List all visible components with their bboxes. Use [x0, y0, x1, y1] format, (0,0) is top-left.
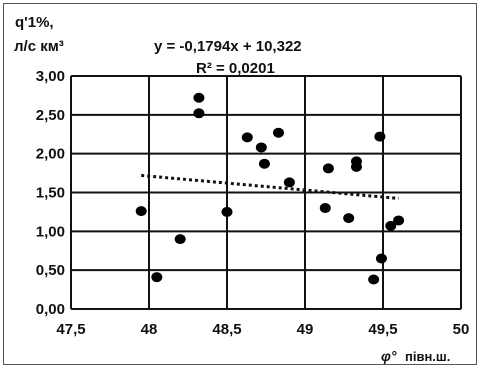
- y-tick-label: 2,50: [36, 107, 65, 124]
- data-point: [258, 158, 270, 169]
- chart-frame: [3, 3, 477, 365]
- grid: [71, 75, 462, 309]
- data-point: [322, 163, 334, 174]
- r-squared-label: R² = 0,0201: [196, 60, 275, 77]
- x-tick-label: 48,5: [212, 321, 241, 338]
- y-tick-label: 0,00: [36, 301, 65, 318]
- data-point: [151, 272, 163, 283]
- data-point: [319, 203, 331, 214]
- data-point: [135, 206, 147, 217]
- data-points: [135, 92, 405, 285]
- x-tick-labels: 47,5 48 48,5 49 49,5 50: [56, 321, 469, 338]
- data-point: [283, 177, 295, 188]
- data-point: [374, 131, 386, 142]
- y-tick-label: 2,00: [36, 146, 65, 163]
- data-point: [193, 92, 205, 103]
- trendline-group: [141, 173, 399, 200]
- x-axis-label-symbol: φ°: [381, 348, 397, 364]
- data-point: [272, 127, 284, 138]
- data-point: [350, 161, 362, 172]
- y-tick-label: 1,50: [36, 185, 65, 202]
- x-tick-label: 49,5: [368, 321, 397, 338]
- data-point: [174, 234, 186, 245]
- data-point: [343, 213, 355, 224]
- x-tick-label: 48: [141, 321, 158, 338]
- x-tick-label: 50: [453, 321, 470, 338]
- data-point: [375, 253, 387, 264]
- trendline: [141, 173, 399, 200]
- data-point: [221, 206, 233, 217]
- data-point: [241, 132, 253, 143]
- y-tick-label: 3,00: [36, 68, 65, 85]
- data-point: [385, 220, 397, 231]
- trendline-equation: y = -0,1794x + 10,322: [154, 38, 302, 55]
- axes: [70, 76, 461, 310]
- x-tick-label: 49: [297, 321, 314, 338]
- data-point: [193, 108, 205, 119]
- data-point: [368, 274, 380, 285]
- x-axis-label-text: півн.ш.: [405, 349, 450, 364]
- y-axis-label-line2: л/с км³: [14, 38, 64, 55]
- y-tick-labels: 0,00 0,50 1,00 1,50 2,00 2,50 3,00: [36, 68, 65, 318]
- y-axis-label-line1: q'1%,: [15, 14, 54, 31]
- data-point: [255, 142, 267, 153]
- data-point: [393, 215, 405, 226]
- y-tick-label: 0,50: [36, 262, 65, 279]
- x-tick-label: 47,5: [56, 321, 85, 338]
- y-tick-label: 1,00: [36, 223, 65, 240]
